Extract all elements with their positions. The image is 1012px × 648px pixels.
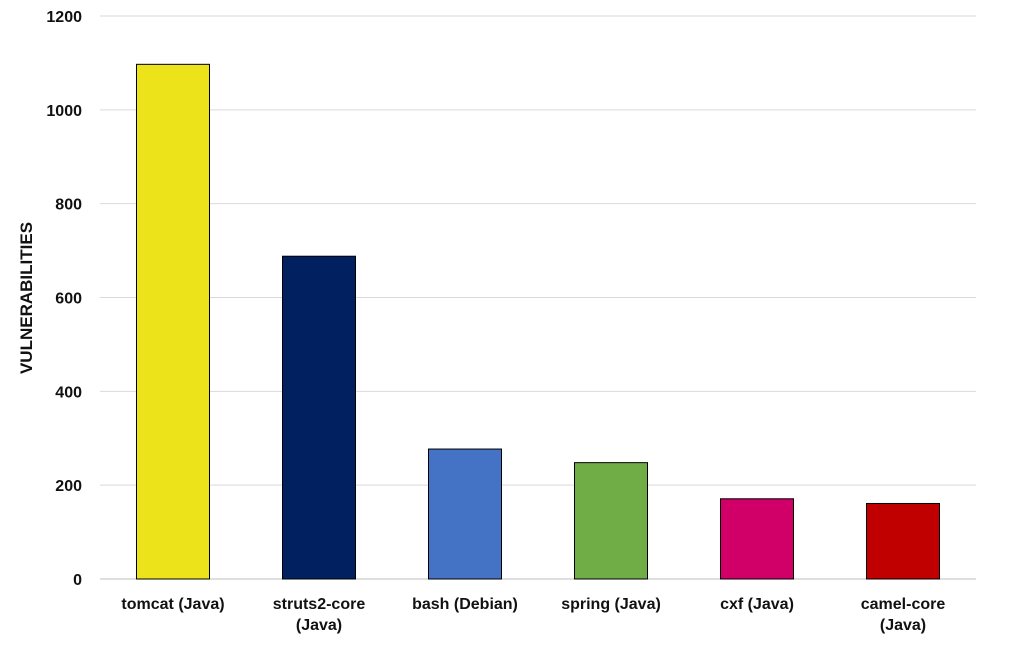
x-tick-label: bash (Debian): [412, 596, 518, 613]
bar: [574, 462, 648, 580]
y-axis-ticks: 0 200 400 600 800 1000 1200: [46, 9, 82, 589]
x-tick-label: spring (Java): [561, 596, 661, 613]
y-tick-label: 400: [55, 384, 82, 401]
x-tick-label: camel-core (Java): [861, 596, 946, 634]
x-tick-label: struts2-core (Java): [273, 596, 366, 634]
y-tick-label: 1000: [46, 103, 82, 120]
x-tick-label: cxf (Java): [720, 596, 794, 613]
y-tick-label: 800: [55, 197, 82, 214]
x-axis-ticks: tomcat (Java) struts2-core (Java) bash (Deb…: [121, 596, 945, 634]
y-tick-label: 600: [55, 291, 82, 308]
y-tick-label: 200: [55, 478, 82, 495]
bar: [866, 502, 940, 580]
bar: [282, 255, 356, 580]
bars: [136, 63, 940, 580]
x-tick-label: tomcat (Java): [121, 596, 224, 613]
gridlines: [100, 15, 976, 580]
y-axis-title: VULNERABILITIES: [17, 222, 36, 374]
bar: [428, 448, 502, 580]
bar: [720, 498, 794, 580]
bar: [136, 63, 210, 580]
y-tick-label: 0: [73, 572, 82, 589]
y-tick-label: 1200: [46, 9, 82, 26]
